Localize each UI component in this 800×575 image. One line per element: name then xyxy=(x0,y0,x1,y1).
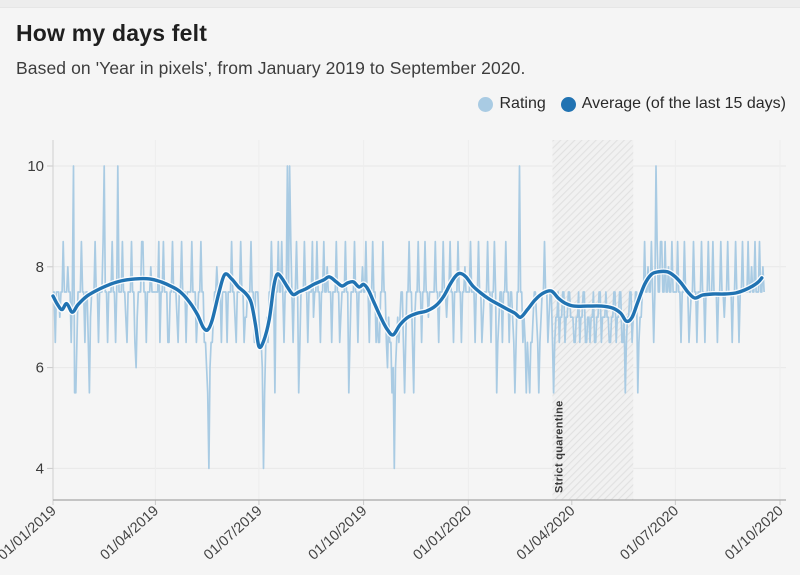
x-tick-label: 01/10/2019 xyxy=(306,503,371,563)
page-subtitle: Based on 'Year in pixels', from January … xyxy=(16,58,526,78)
legend-label-rating: Rating xyxy=(499,95,546,112)
top-edge-strip xyxy=(0,0,800,8)
y-tick-label: 8 xyxy=(36,259,44,276)
x-tick-label: 01/01/2020 xyxy=(410,503,475,563)
x-tick-label: 01/04/2019 xyxy=(97,503,162,563)
x-tick-label: 01/01/2019 xyxy=(0,503,60,563)
rating-dot-icon xyxy=(478,96,494,112)
legend-item-rating: Rating xyxy=(478,95,546,113)
quarantine-label: Strict quarentine xyxy=(553,400,565,493)
y-tick-label: 10 xyxy=(27,158,44,175)
x-tick-label: 01/10/2020 xyxy=(722,503,787,563)
average-line xyxy=(51,269,764,350)
average-dot-icon xyxy=(560,96,576,112)
legend-label-average: Average (of the last 15 days) xyxy=(581,95,786,112)
x-tick-label: 01/07/2019 xyxy=(201,503,266,563)
chart-header: How my days felt Based on 'Year in pixel… xyxy=(16,20,525,79)
legend-item-average: Average (of the last 15 days) xyxy=(560,95,786,113)
y-tick-label: 6 xyxy=(36,360,44,377)
y-tick-label: 4 xyxy=(36,460,44,477)
page-title: How my days felt xyxy=(16,20,208,46)
x-tick-label: 01/07/2020 xyxy=(617,503,682,563)
x-tick-label: 01/04/2020 xyxy=(514,503,579,563)
chart-legend: Rating Average (of the last 15 days) xyxy=(478,95,786,113)
